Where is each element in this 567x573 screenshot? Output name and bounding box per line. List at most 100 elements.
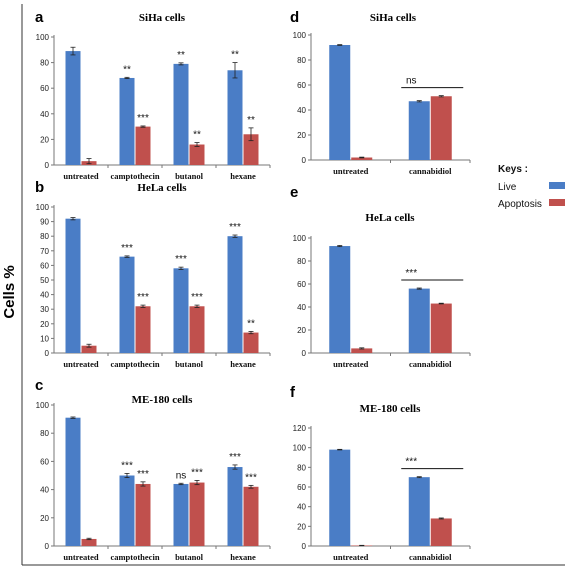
y-tick-label: 80 bbox=[297, 463, 306, 472]
bar-apoptosis bbox=[135, 126, 151, 165]
panel-a: a SiHa cells 0 20 40 60 80 100 untreated camptoth… bbox=[35, 9, 271, 181]
y-tick-label: 50 bbox=[40, 276, 49, 285]
panel-b: b HeLa cells 0 10 20 30 40 50 60 70 80 90 100 untreat… bbox=[35, 179, 271, 369]
y-tick-label: 60 bbox=[297, 280, 306, 289]
keys-legend: Keys : Live Apoptosis bbox=[498, 164, 565, 210]
bar-apoptosis bbox=[243, 486, 259, 546]
y-tick-label: 40 bbox=[297, 106, 306, 115]
significance-label: *** bbox=[245, 472, 257, 483]
y-tick-label: 20 bbox=[297, 326, 306, 335]
y-tick-label: 100 bbox=[36, 33, 50, 42]
y-tick-label: 80 bbox=[297, 257, 306, 266]
bar-apoptosis bbox=[430, 303, 452, 353]
bar-live bbox=[408, 101, 430, 160]
bar-live bbox=[329, 246, 351, 353]
significance-label: ** bbox=[193, 130, 201, 141]
key-apoptosis-swatch bbox=[549, 199, 565, 206]
panel-letter: b bbox=[35, 179, 44, 196]
category-label: untreated bbox=[333, 552, 369, 562]
panel-letter: c bbox=[35, 377, 43, 394]
y-tick-label: 60 bbox=[297, 483, 306, 492]
y-tick-label: 0 bbox=[302, 542, 307, 551]
panel-d: d SiHa cells 0 20 40 60 80 100 untreated cannabid… bbox=[290, 9, 471, 176]
bar-apoptosis bbox=[135, 483, 151, 546]
y-tick-label: 0 bbox=[302, 156, 307, 165]
significance-label: ns bbox=[176, 470, 187, 481]
key-live-label: Live bbox=[498, 182, 517, 193]
y-tick-label: 80 bbox=[40, 232, 49, 241]
bar-apoptosis bbox=[189, 482, 205, 546]
bar-apoptosis bbox=[430, 96, 452, 160]
category-label: untreated bbox=[333, 166, 369, 176]
bar-apoptosis bbox=[351, 157, 373, 160]
keys-title: Keys : bbox=[498, 164, 528, 175]
significance-label: ** bbox=[231, 50, 239, 61]
y-tick-label: 100 bbox=[293, 31, 307, 40]
y-tick-label: 0 bbox=[45, 349, 50, 358]
y-tick-label: 100 bbox=[36, 203, 50, 212]
y-tick-label: 30 bbox=[40, 305, 49, 314]
panel-e: e HeLa cells 0 20 40 60 80 100 untreated cannabid… bbox=[290, 184, 471, 369]
bar-live bbox=[227, 467, 243, 546]
bar-apoptosis bbox=[430, 518, 452, 546]
category-label: untreated bbox=[63, 359, 99, 369]
y-tick-label: 0 bbox=[302, 349, 307, 358]
y-tick-label: 90 bbox=[40, 218, 49, 227]
panel-f: f ME-180 cells 0 20 40 60 80 100 120 untreated can… bbox=[290, 384, 471, 562]
y-tick-label: 10 bbox=[40, 334, 49, 343]
key-apoptosis-label: Apoptosis bbox=[498, 199, 542, 210]
bar-live bbox=[408, 288, 430, 353]
significance-label: ** bbox=[247, 318, 255, 329]
category-label: untreated bbox=[333, 359, 369, 369]
significance-label: *** bbox=[191, 292, 203, 303]
category-label: butanol bbox=[175, 552, 204, 562]
category-label: cannabidiol bbox=[409, 552, 452, 562]
bar-apoptosis bbox=[135, 306, 151, 353]
bar-live bbox=[227, 70, 243, 165]
bar-live bbox=[173, 268, 189, 353]
significance-label: *** bbox=[229, 452, 241, 463]
category-label: cannabidiol bbox=[409, 359, 452, 369]
bar-live bbox=[173, 483, 189, 546]
y-tick-label: 40 bbox=[297, 503, 306, 512]
bar-live bbox=[119, 256, 135, 353]
category-label: cannabidiol bbox=[409, 166, 452, 176]
y-tick-label: 80 bbox=[297, 56, 306, 65]
panel-letter: f bbox=[290, 384, 296, 401]
significance-label: *** bbox=[229, 222, 241, 233]
y-tick-label: 20 bbox=[40, 514, 49, 523]
bar-live bbox=[227, 236, 243, 353]
category-label: butanol bbox=[175, 171, 204, 181]
y-tick-label: 20 bbox=[40, 135, 49, 144]
y-tick-label: 80 bbox=[40, 429, 49, 438]
category-label: hexane bbox=[230, 552, 256, 562]
y-tick-label: 40 bbox=[40, 486, 49, 495]
significance-label: *** bbox=[191, 467, 203, 478]
y-tick-label: 40 bbox=[40, 110, 49, 119]
significance-label: *** bbox=[121, 243, 133, 254]
y-tick-label: 20 bbox=[40, 320, 49, 329]
y-tick-label: 60 bbox=[40, 261, 49, 270]
y-tick-label: 20 bbox=[297, 131, 306, 140]
significance-label: ** bbox=[247, 115, 255, 126]
y-tick-label: 80 bbox=[40, 59, 49, 68]
panel-title: ME-180 cells bbox=[360, 403, 422, 415]
category-label: camptothecin bbox=[110, 552, 159, 562]
bar-live bbox=[65, 51, 81, 165]
bar-live bbox=[173, 63, 189, 165]
category-label: butanol bbox=[175, 359, 204, 369]
bar-apoptosis bbox=[81, 538, 97, 546]
y-tick-label: 40 bbox=[297, 303, 306, 312]
category-label: camptothecin bbox=[110, 171, 159, 181]
panel-title: HeLa cells bbox=[365, 212, 415, 224]
panel-letter: a bbox=[35, 9, 44, 26]
y-tick-label: 20 bbox=[297, 522, 306, 531]
bar-apoptosis bbox=[189, 306, 205, 353]
category-label: hexane bbox=[230, 359, 256, 369]
significance-label: *** bbox=[175, 254, 187, 265]
bar-apoptosis bbox=[243, 332, 259, 353]
y-tick-label: 60 bbox=[40, 84, 49, 93]
bar-live bbox=[65, 417, 81, 546]
